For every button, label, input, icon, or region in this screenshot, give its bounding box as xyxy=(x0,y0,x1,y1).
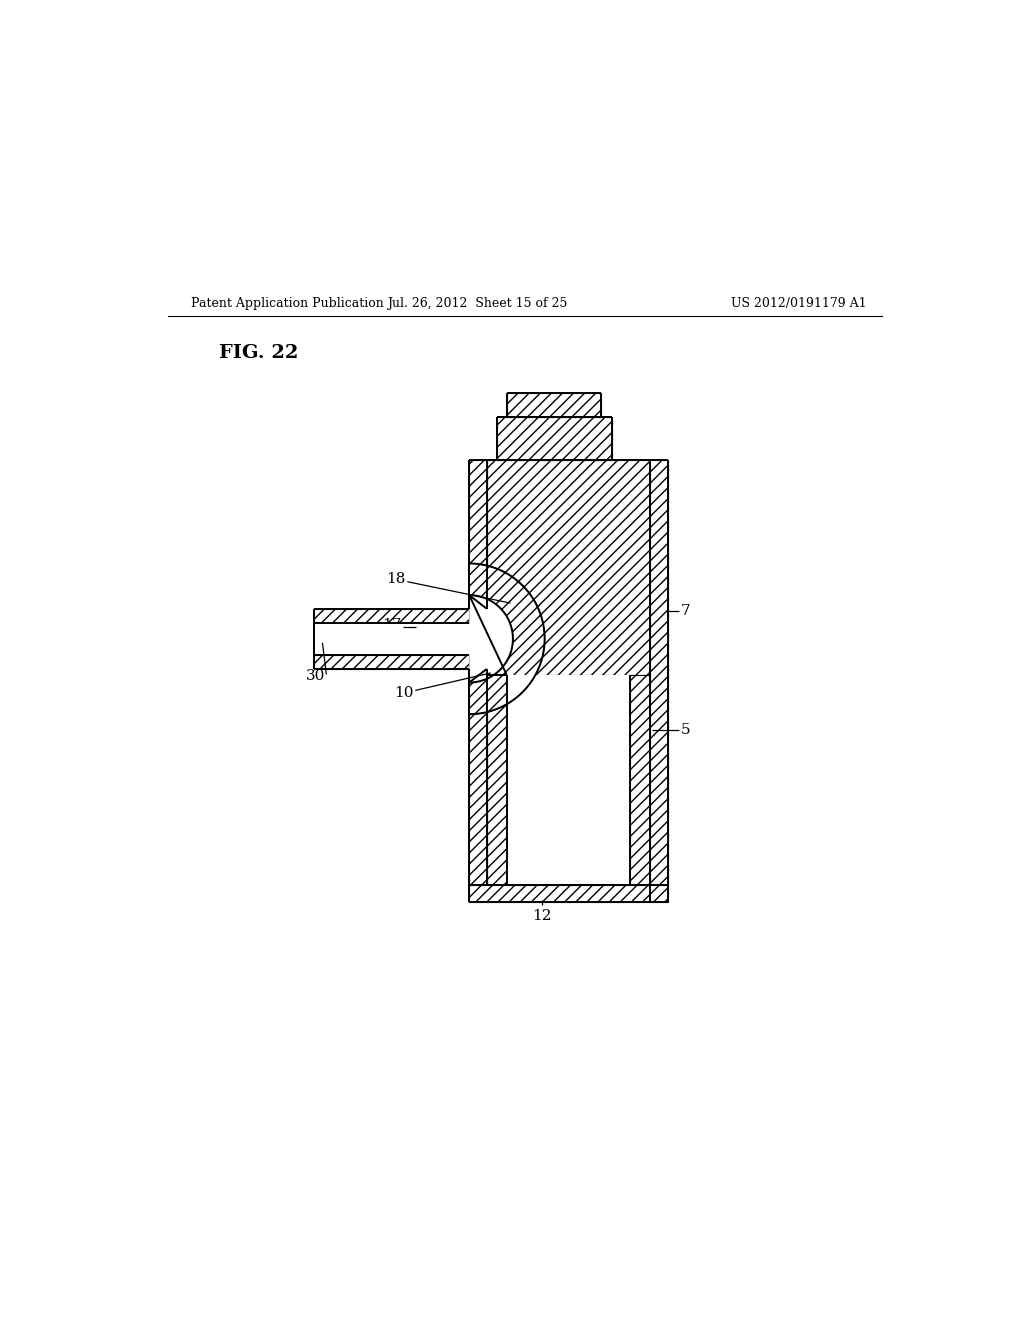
Polygon shape xyxy=(469,461,486,609)
Text: Jul. 26, 2012  Sheet 15 of 25: Jul. 26, 2012 Sheet 15 of 25 xyxy=(387,297,567,310)
Text: FIG. 22: FIG. 22 xyxy=(219,345,299,362)
Polygon shape xyxy=(469,564,545,714)
Polygon shape xyxy=(631,675,650,884)
Text: Patent Application Publication: Patent Application Publication xyxy=(191,297,384,310)
Polygon shape xyxy=(469,669,486,884)
Text: 5: 5 xyxy=(681,723,691,737)
Polygon shape xyxy=(469,884,668,903)
Polygon shape xyxy=(469,595,513,682)
Polygon shape xyxy=(497,417,612,461)
Polygon shape xyxy=(486,461,650,675)
Text: 17: 17 xyxy=(382,618,401,631)
Text: 30: 30 xyxy=(305,669,325,684)
Text: 12: 12 xyxy=(532,908,552,923)
Text: 7: 7 xyxy=(681,605,691,618)
Text: US 2012/0191179 A1: US 2012/0191179 A1 xyxy=(731,297,866,310)
Polygon shape xyxy=(314,623,469,655)
Text: 10: 10 xyxy=(394,686,414,700)
Polygon shape xyxy=(314,609,469,623)
Polygon shape xyxy=(486,675,507,884)
Polygon shape xyxy=(314,655,469,669)
Polygon shape xyxy=(650,461,668,884)
Polygon shape xyxy=(507,393,601,417)
Text: 18: 18 xyxy=(386,573,406,586)
Polygon shape xyxy=(507,675,631,884)
